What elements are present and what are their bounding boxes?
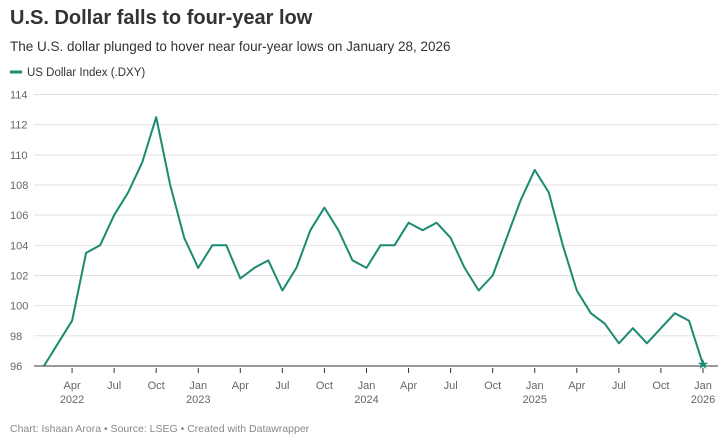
x-tick-label: Oct: [652, 380, 669, 392]
chart-title: U.S. Dollar falls to four-year low: [10, 7, 313, 29]
x-tick-label: Apr 2022: [60, 380, 84, 406]
y-tick-label: 100: [10, 301, 28, 313]
chart-subtitle: The U.S. dollar plunged to hover near fo…: [10, 39, 451, 54]
x-tick-label: Oct: [484, 380, 501, 392]
x-tick-label: Jul: [444, 380, 458, 392]
x-tick-label: Jan 2023: [186, 380, 210, 406]
x-tick-label: Oct: [148, 380, 165, 392]
y-tick-label: 104: [10, 240, 28, 252]
x-tick-label: Jan 2025: [522, 380, 546, 406]
y-tick-label: 112: [10, 120, 28, 132]
chart-footer: Chart: Ishaan Arora • Source: LSEG • Cre…: [10, 423, 310, 435]
x-tick-label: Jul: [107, 380, 121, 392]
x-tick-label: Jan 2026: [691, 380, 715, 406]
x-tick-label: Jan 2024: [354, 380, 378, 406]
y-tick-label: 108: [10, 180, 28, 192]
x-tick-label: Jul: [612, 380, 626, 392]
data-line: [43, 116, 704, 367]
y-tick-label: 98: [10, 331, 22, 343]
y-tick-label: 114: [10, 90, 28, 102]
legend-label: US Dollar Index (.DXY): [27, 67, 145, 79]
x-tick-label: Apr: [568, 380, 585, 392]
y-tick-label: 106: [10, 210, 28, 222]
x-tick-label: Apr: [232, 380, 249, 392]
end-marker: [697, 358, 709, 369]
x-tick-label: Apr: [400, 380, 417, 392]
y-tick-label: 102: [10, 270, 28, 282]
x-tick-label: Jul: [275, 380, 289, 392]
y-tick-label: 110: [10, 150, 28, 162]
y-tick-label: 96: [10, 361, 22, 373]
x-tick-label: Oct: [316, 380, 333, 392]
